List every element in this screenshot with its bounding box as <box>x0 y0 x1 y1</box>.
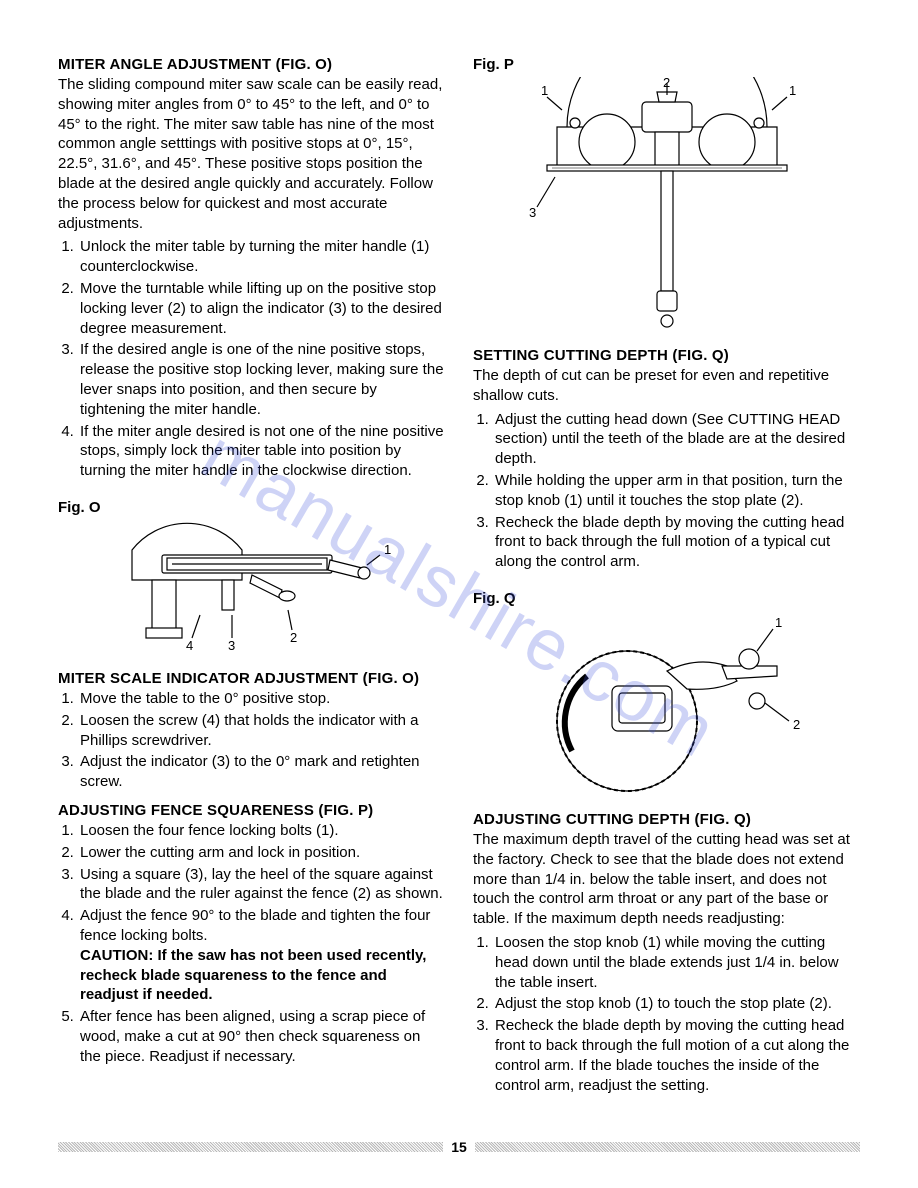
fig-o-callout-1: 1 <box>384 542 391 557</box>
list-item: After fence has been aligned, using a sc… <box>78 1007 445 1066</box>
list-item: Lower the cutting arm and lock in positi… <box>78 843 445 863</box>
fig-o-diagram: 1 2 3 4 <box>58 520 445 660</box>
list-item: Adjust the cutting head down (See CUTTIN… <box>493 410 860 469</box>
fig-o-label: Fig. O <box>58 499 445 516</box>
list-item-text: Adjust the fence 90° to the blade and ti… <box>80 907 430 944</box>
para-adjusting-depth: The maximum depth travel of the cutting … <box>473 830 860 929</box>
list-item: Loosen the stop knob (1) while moving th… <box>493 933 860 992</box>
fig-q-label: Fig. Q <box>473 590 860 607</box>
heading-adjusting-depth: ADJUSTING CUTTING DEPTH (FIG. Q) <box>473 811 860 828</box>
list-item: While holding the upper arm in that posi… <box>493 471 860 511</box>
fig-o-callout-4: 4 <box>186 638 193 653</box>
fig-p-label: Fig. P <box>473 56 860 73</box>
page-number: 15 <box>443 1139 475 1155</box>
fig-o-callout-2: 2 <box>290 630 297 645</box>
fig-q-diagram: 1 2 <box>473 611 860 801</box>
heading-fence-squareness: ADJUSTING FENCE SQUARENESS (FIG. P) <box>58 802 445 819</box>
list-item: Unlock the miter table by turning the mi… <box>78 237 445 277</box>
footer-bar-left <box>58 1142 443 1152</box>
list-item: Loosen the screw (4) that holds the indi… <box>78 711 445 751</box>
fig-q-callout-2: 2 <box>793 717 800 732</box>
list-item: If the miter angle desired is not one of… <box>78 422 445 481</box>
fig-p-callout-3: 3 <box>529 205 536 220</box>
list-item: Using a square (3), lay the heel of the … <box>78 865 445 905</box>
list-miter-angle: Unlock the miter table by turning the mi… <box>58 237 445 481</box>
fig-o-callout-3: 3 <box>228 638 235 653</box>
list-item: Move the table to the 0° positive stop. <box>78 689 445 709</box>
list-item: Adjust the fence 90° to the blade and ti… <box>78 906 445 1005</box>
page-footer: 15 <box>58 1138 860 1156</box>
fig-p-callout-2: 2 <box>663 77 670 90</box>
list-fence-squareness: Loosen the four fence locking bolts (1).… <box>58 821 445 1067</box>
list-adjusting-depth: Loosen the stop knob (1) while moving th… <box>473 933 860 1095</box>
heading-setting-depth: SETTING CUTTING DEPTH (FIG. Q) <box>473 347 860 364</box>
list-item: Recheck the blade depth by moving the cu… <box>493 513 860 572</box>
heading-miter-angle: MITER ANGLE ADJUSTMENT (FIG. O) <box>58 56 445 73</box>
list-item: Adjust the stop knob (1) to touch the st… <box>493 994 860 1014</box>
fig-p-callout-1a: 1 <box>541 83 548 98</box>
fig-p-diagram: 1 2 1 3 <box>473 77 860 337</box>
para-miter-angle: The sliding compound miter saw scale can… <box>58 75 445 233</box>
list-item: Move the turntable while lifting up on t… <box>78 279 445 338</box>
list-miter-scale: Move the table to the 0° positive stop. … <box>58 689 445 792</box>
list-item: Loosen the four fence locking bolts (1). <box>78 821 445 841</box>
fig-q-callout-1: 1 <box>775 615 782 630</box>
para-setting-depth: The depth of cut can be preset for even … <box>473 366 860 406</box>
list-item: If the desired angle is one of the nine … <box>78 340 445 419</box>
left-column: MITER ANGLE ADJUSTMENT (FIG. O) The slid… <box>58 56 445 1105</box>
list-setting-depth: Adjust the cutting head down (See CUTTIN… <box>473 410 860 572</box>
heading-miter-scale: MITER SCALE INDICATOR ADJUSTMENT (FIG. O… <box>58 670 445 687</box>
caution-text: CAUTION: If the saw has not been used re… <box>80 947 426 1004</box>
right-column: Fig. P <box>473 56 860 1105</box>
list-item: Recheck the blade depth by moving the cu… <box>493 1016 860 1095</box>
footer-bar-right <box>475 1142 860 1152</box>
list-item: Adjust the indicator (3) to the 0° mark … <box>78 752 445 792</box>
fig-p-callout-1b: 1 <box>789 83 796 98</box>
